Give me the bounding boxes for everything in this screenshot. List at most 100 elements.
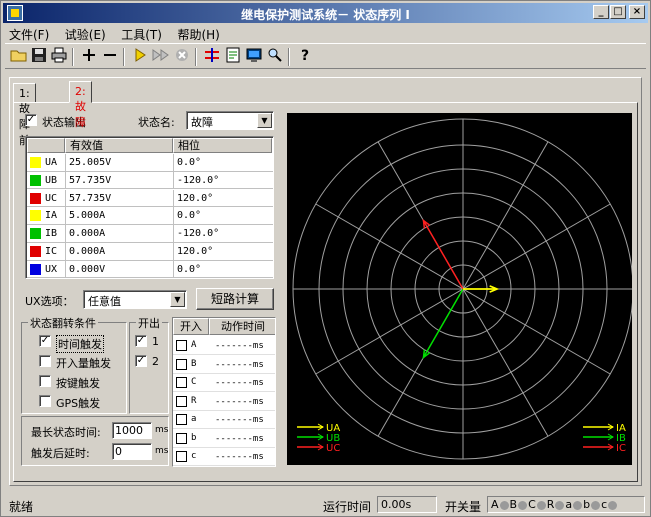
close-button[interactable]: × — [629, 5, 645, 19]
title-bar[interactable]: 继电保护测试系统－ 状态序列 I _ □ × — [3, 3, 648, 23]
waveform-icon[interactable] — [202, 47, 222, 67]
list-item: A -------ms — [173, 337, 275, 355]
channel-value-cell[interactable]: 57.735V — [69, 192, 112, 204]
switch-led-indicator — [608, 500, 618, 510]
add-icon[interactable] — [79, 47, 99, 67]
max-state-time-label: 最长状态时间: — [31, 426, 101, 439]
menu-test[interactable]: 试验(E) — [64, 28, 106, 42]
binary-input-checkbox[interactable] — [176, 340, 187, 351]
action-time-value: -------ms — [215, 415, 264, 425]
channel-name: UC — [45, 192, 58, 204]
menu-bar: 文件(F) 试验(E) 工具(T) 帮助(H) — [3, 24, 648, 42]
short-circuit-calc-button[interactable]: 短路计算 — [196, 288, 274, 310]
save-icon[interactable] — [29, 47, 49, 67]
fast-forward-icon[interactable] — [151, 47, 171, 67]
channel-angle-cell[interactable]: 0.0° — [177, 263, 202, 275]
legend-arrow — [607, 443, 614, 451]
table-row[interactable]: IA 5.000A 0.0° — [27, 207, 273, 225]
state-name-label: 状态名: — [138, 116, 175, 129]
channel-value-cell[interactable]: 5.000A — [69, 210, 106, 222]
tab-pre-fault[interactable]: 1:故障前 — [13, 83, 36, 147]
open-folder-icon[interactable] — [9, 47, 29, 67]
toolbar-separator — [195, 48, 197, 66]
channel-name: UX — [45, 263, 58, 275]
chevron-down-icon[interactable]: ▼ — [257, 113, 272, 128]
switch-channel-label: B — [509, 498, 518, 511]
binary-input-checkbox[interactable] — [176, 432, 187, 444]
legend-arrow — [317, 443, 324, 451]
binary-input-checkbox[interactable] — [176, 377, 187, 388]
menu-file[interactable]: 文件(F) — [9, 28, 50, 42]
binary-input-channel: B — [191, 358, 197, 369]
binary-input-channel: C — [191, 377, 197, 387]
zoom-icon[interactable] — [265, 47, 285, 67]
menu-help[interactable]: 帮助(H) — [177, 28, 220, 42]
channel-name: IB — [45, 228, 58, 240]
binary-input-checkbox[interactable] — [176, 358, 187, 370]
switch-label: 开关量 — [445, 500, 482, 514]
channel-angle-cell[interactable]: 120.0° — [177, 192, 214, 204]
channel-name: IA — [45, 210, 58, 222]
remove-icon[interactable] — [100, 47, 120, 67]
state-name-value: 故障 — [191, 116, 213, 129]
minimize-button[interactable]: _ — [593, 5, 609, 19]
channel-value-cell[interactable]: 25.005V — [69, 157, 112, 168]
table-row[interactable]: UC 57.735V 120.0° — [27, 189, 273, 208]
trigger-label: GPS触发 — [56, 397, 101, 410]
channel-name: IC — [45, 246, 58, 257]
channel-color-swatch — [30, 174, 41, 186]
help-icon[interactable]: ? — [295, 47, 315, 67]
trigger-delay-unit: ms — [155, 446, 169, 456]
app-icon — [7, 5, 23, 21]
trigger-checkbox[interactable] — [39, 395, 51, 407]
trigger-checkbox[interactable] — [39, 355, 51, 367]
channel-angle-cell[interactable]: 0.0° — [177, 157, 202, 168]
cell-divider — [173, 189, 174, 207]
report-icon[interactable] — [223, 47, 243, 67]
trigger-checkbox[interactable]: ✓ — [39, 335, 51, 347]
state-output-checkbox[interactable]: ✓ — [25, 114, 37, 126]
table-row[interactable]: IB 0.000A -120.0° — [27, 225, 273, 243]
binary-input-checkbox[interactable] — [176, 451, 187, 462]
cell-divider — [173, 260, 174, 278]
channel-value-cell[interactable]: 0.000A — [69, 228, 106, 240]
channel-angle-cell[interactable]: 120.0° — [177, 246, 214, 257]
channel-angle-cell[interactable]: -120.0° — [177, 174, 220, 186]
binary-output-checkbox[interactable]: ✓ — [135, 335, 147, 347]
toolbar: ? — [5, 43, 646, 69]
channel-angle-cell[interactable]: -120.0° — [177, 228, 220, 240]
stop-icon[interactable] — [172, 47, 192, 67]
max-state-time-input[interactable]: 1000 — [112, 422, 152, 439]
tab-fault[interactable]: 2:故障 — [69, 81, 92, 129]
channel-value-cell[interactable]: 57.735V — [69, 174, 112, 186]
binary-input-table: 开入 动作时间 A -------ms B -------ms C -------ms R -… — [172, 317, 276, 467]
channel-name: UA — [45, 157, 58, 168]
tab-panel — [13, 102, 638, 482]
table-row[interactable]: UX 0.000V 0.0° — [27, 260, 273, 279]
switch-led-indicator — [573, 500, 583, 510]
trigger-checkbox[interactable] — [39, 375, 51, 387]
channel-color-swatch — [30, 263, 41, 275]
channel-angle-cell[interactable]: 0.0° — [177, 210, 202, 222]
state-output-label: 状态输出 — [42, 116, 86, 129]
menu-tools[interactable]: 工具(T) — [121, 28, 162, 42]
binary-input-checkbox[interactable] — [176, 395, 187, 407]
channel-value-cell[interactable]: 0.000V — [69, 263, 106, 275]
cell-divider — [173, 225, 174, 243]
channel-value-cell[interactable]: 0.000A — [69, 246, 106, 257]
table-row[interactable]: IC 0.000A 120.0° — [27, 243, 273, 261]
play-icon[interactable] — [130, 47, 150, 67]
trigger-delay-label: 触发后延时: — [31, 447, 90, 460]
trigger-delay-input[interactable]: 0 — [112, 443, 152, 460]
print-icon[interactable] — [49, 47, 69, 67]
maximize-button[interactable]: □ — [610, 5, 626, 19]
table-row[interactable]: UA 25.005V 0.0° — [27, 154, 273, 172]
ux-option-select[interactable]: 任意值 ▼ — [83, 290, 187, 309]
table-row[interactable]: UB 57.735V -120.0° — [27, 171, 273, 190]
binary-input-checkbox[interactable] — [176, 414, 187, 425]
monitor-icon[interactable] — [244, 47, 264, 67]
binary-output-checkbox[interactable]: ✓ — [135, 355, 147, 367]
chevron-down-icon[interactable]: ▼ — [170, 292, 185, 307]
state-name-select[interactable]: 故障 ▼ — [186, 111, 274, 130]
